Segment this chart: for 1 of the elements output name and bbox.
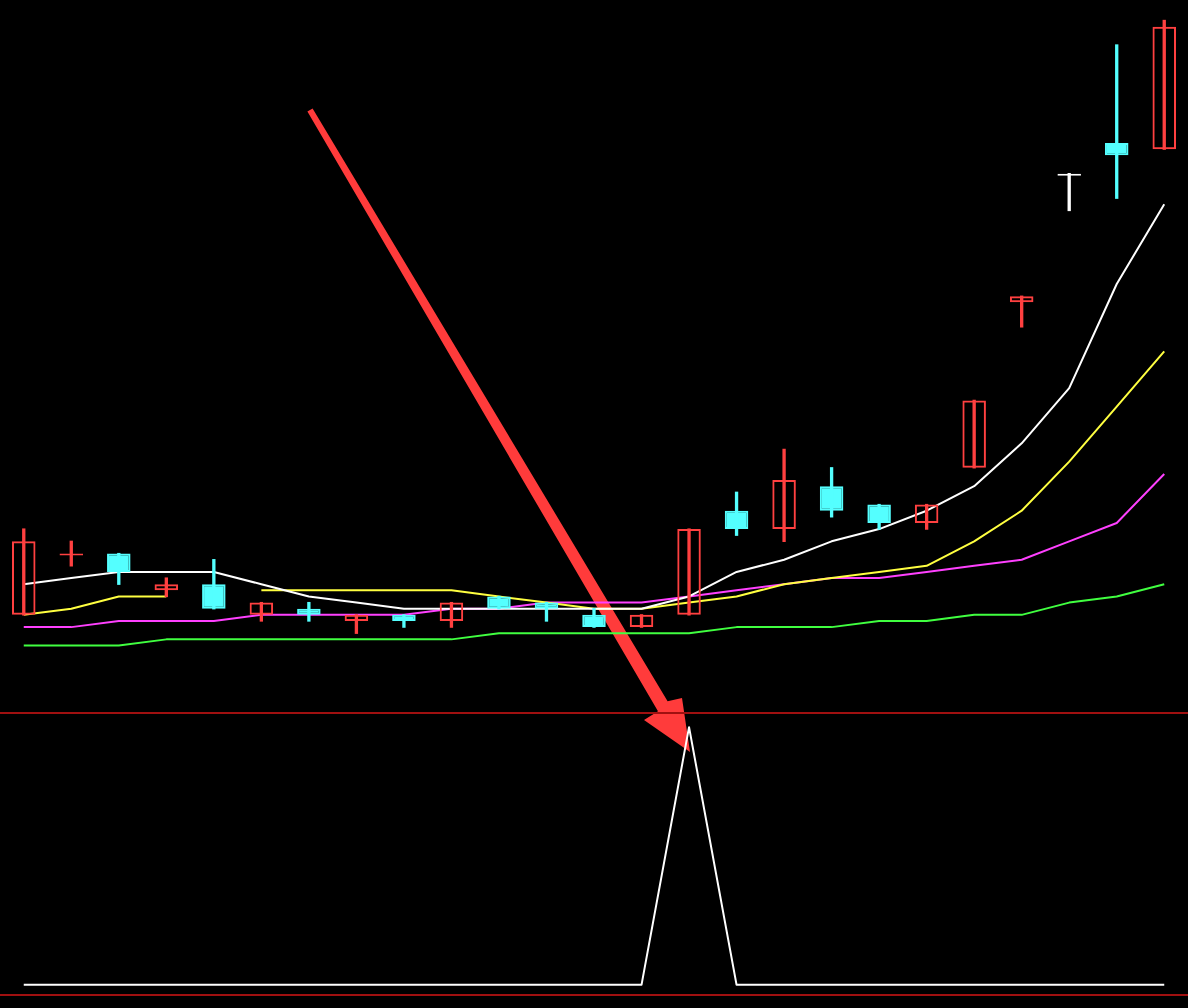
candlestick <box>629 614 654 628</box>
